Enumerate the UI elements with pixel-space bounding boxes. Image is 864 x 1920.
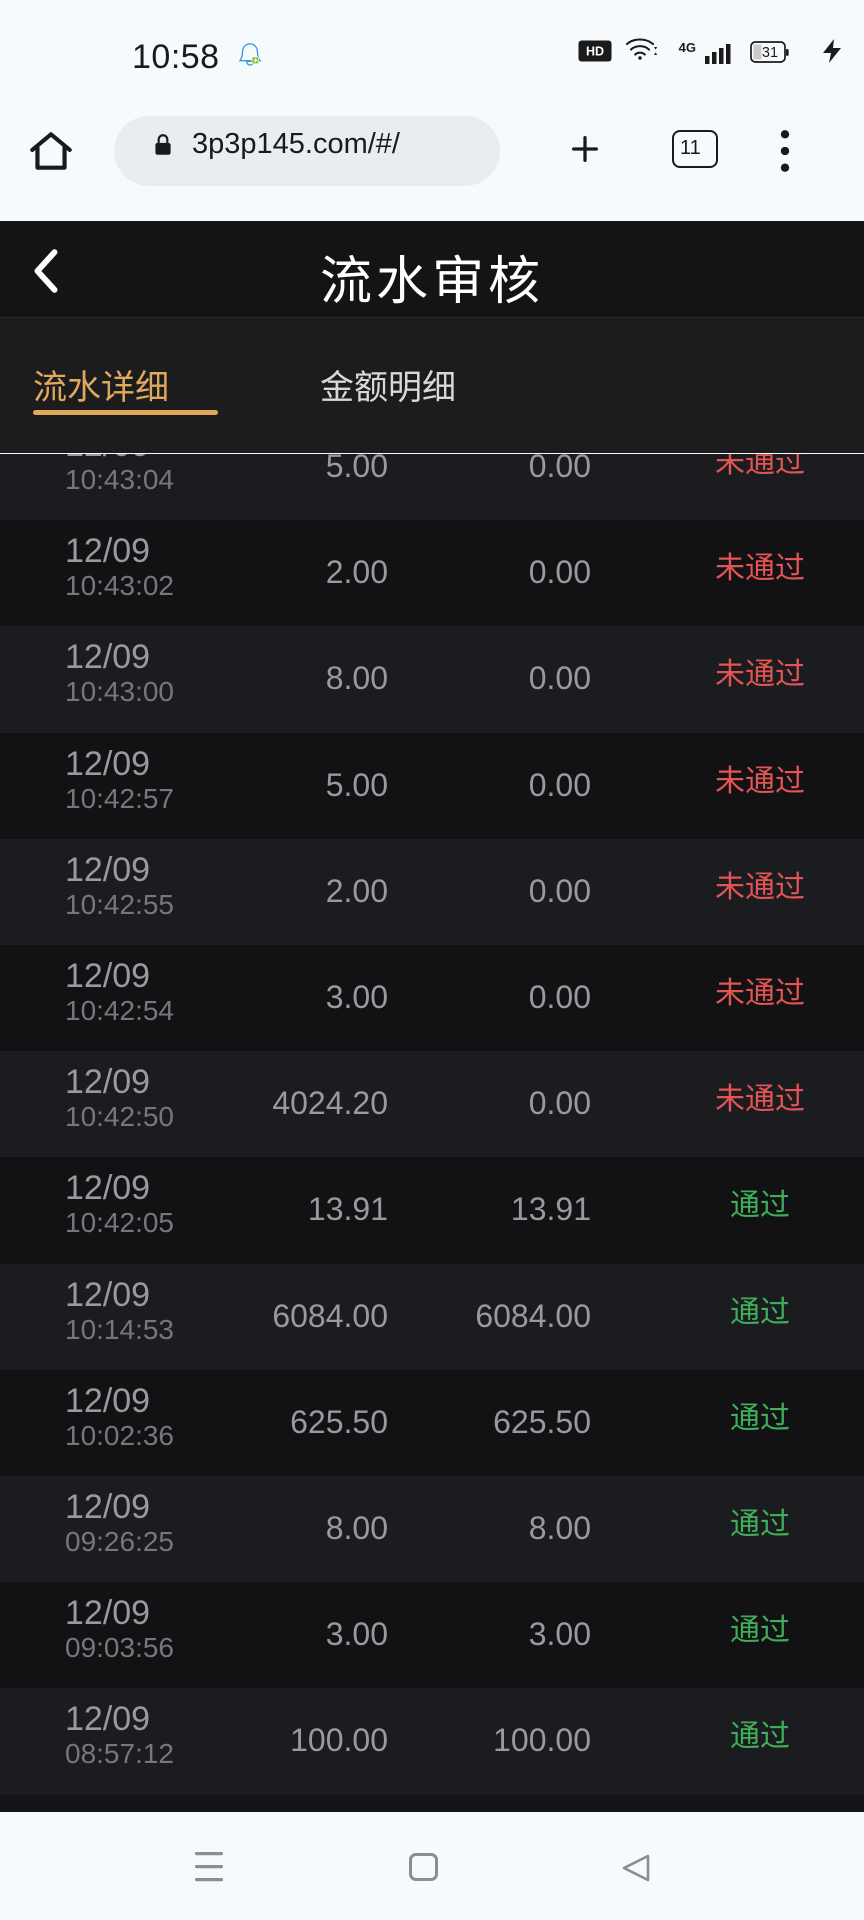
svg-text:31: 31	[762, 45, 778, 61]
svg-text:HD: HD	[586, 45, 604, 59]
